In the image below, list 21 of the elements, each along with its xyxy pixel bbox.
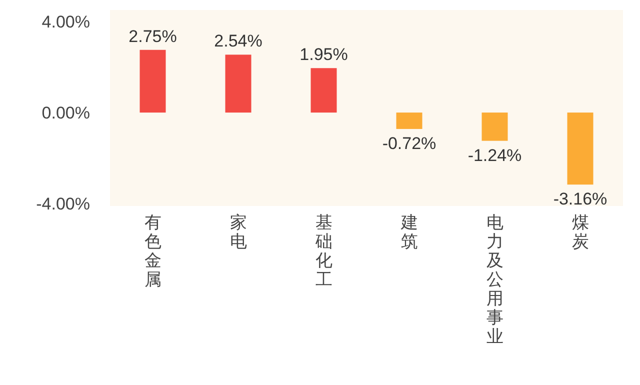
bar [482,112,508,141]
data-label: -1.24% [468,146,522,165]
data-label: 2.54% [214,32,262,51]
y-tick-label: -4.00% [36,194,90,214]
bar [140,50,166,113]
x-tick-label: 家电 [230,213,247,251]
data-label: 1.95% [300,45,348,64]
x-tick-label: 煤炭 [572,213,589,251]
x-tick-label: 有色金属 [144,213,162,289]
bar [310,68,337,113]
x-tick-label: 电力及公用事业 [486,213,504,346]
x-tick-label: 建筑 [400,213,418,251]
bar [567,112,594,185]
bar [225,54,252,113]
bar [396,112,422,129]
y-tick-label: 4.00% [42,12,90,32]
data-label: -0.72% [382,134,436,153]
y-tick-label: 0.00% [42,104,90,123]
data-label: 2.75% [128,26,177,46]
x-tick-label: 基础化工 [314,213,332,289]
data-label: -3.16% [553,190,608,209]
